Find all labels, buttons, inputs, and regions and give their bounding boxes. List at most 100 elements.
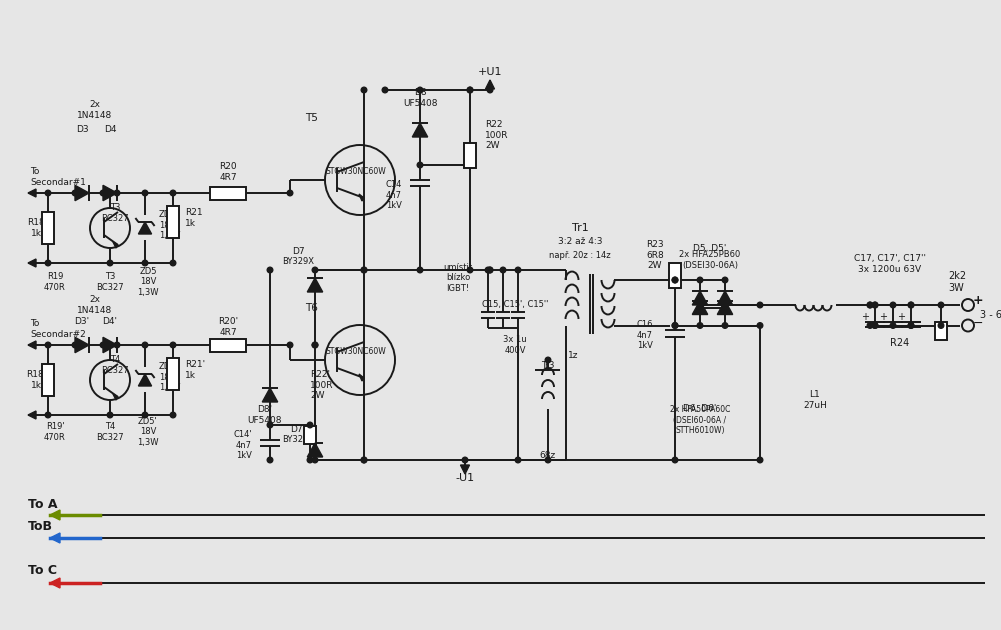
Circle shape	[487, 87, 492, 93]
Circle shape	[867, 323, 873, 328]
Circle shape	[872, 323, 878, 328]
Text: +U1: +U1	[477, 67, 503, 77]
Text: C17, C17', C17'': C17, C17', C17''	[854, 253, 926, 263]
Text: 3x 1200u 63V: 3x 1200u 63V	[859, 265, 922, 275]
Circle shape	[908, 302, 914, 308]
Circle shape	[722, 277, 728, 283]
Text: D8'
UF5408: D8' UF5408	[248, 405, 282, 425]
Polygon shape	[718, 291, 733, 305]
Circle shape	[938, 302, 944, 308]
Text: BY329X: BY329X	[282, 435, 314, 445]
Text: např. 20z : 14z: např. 20z : 14z	[550, 251, 611, 260]
Text: C16
4n7
1kV: C16 4n7 1kV	[637, 320, 653, 350]
Text: T3
BC327: T3 BC327	[96, 272, 124, 292]
Text: D8
UF5408: D8 UF5408	[402, 88, 437, 108]
Circle shape	[467, 87, 472, 93]
Circle shape	[872, 302, 878, 308]
Circle shape	[757, 302, 763, 308]
Polygon shape	[28, 189, 36, 197]
Circle shape	[462, 457, 467, 463]
Circle shape	[467, 267, 472, 273]
Text: R21
1k: R21 1k	[185, 209, 202, 227]
Text: R22
100R
2W: R22 100R 2W	[485, 120, 509, 150]
Circle shape	[722, 323, 728, 328]
Circle shape	[170, 412, 176, 418]
Bar	[42, 364, 54, 396]
Text: T5: T5	[305, 113, 318, 123]
Circle shape	[170, 190, 176, 196]
Text: 3:2 až 4:3: 3:2 až 4:3	[558, 238, 603, 246]
Text: T4
BC327: T4 BC327	[101, 355, 129, 375]
Text: 3 - 60V: 3 - 60V	[980, 310, 1001, 320]
Text: T3
BC327: T3 BC327	[101, 203, 129, 222]
Bar	[210, 338, 246, 352]
Polygon shape	[359, 194, 364, 201]
Circle shape	[107, 190, 113, 196]
Text: 2k2
3W: 2k2 3W	[948, 271, 966, 293]
Circle shape	[361, 87, 366, 93]
Circle shape	[142, 342, 148, 348]
Text: R18'
1k: R18' 1k	[26, 370, 46, 390]
Circle shape	[307, 422, 312, 428]
Circle shape	[267, 457, 273, 463]
Circle shape	[45, 342, 51, 348]
Text: STGW30NC60W: STGW30NC60W	[325, 168, 386, 176]
Circle shape	[382, 87, 387, 93]
Bar	[167, 206, 179, 238]
Circle shape	[107, 342, 113, 348]
Circle shape	[546, 457, 551, 463]
Text: ZD5'
18V
1,3W: ZD5' 18V 1,3W	[137, 417, 159, 447]
Polygon shape	[138, 222, 151, 234]
Polygon shape	[28, 259, 36, 267]
Circle shape	[100, 190, 106, 196]
Circle shape	[500, 267, 506, 273]
Circle shape	[757, 457, 763, 463]
Circle shape	[516, 267, 521, 273]
Text: 1z: 1z	[568, 350, 579, 360]
Circle shape	[872, 302, 878, 308]
Bar	[167, 358, 179, 390]
Text: +: +	[879, 312, 887, 322]
Circle shape	[890, 323, 896, 328]
Text: R21'
1k: R21' 1k	[185, 360, 205, 380]
Polygon shape	[138, 374, 151, 386]
Bar	[935, 322, 947, 340]
Polygon shape	[412, 123, 427, 137]
Circle shape	[312, 342, 317, 348]
Text: 2x HFA50PA60C
(DSEI60-06A /
STTH6010W): 2x HFA50PA60C (DSEI60-06A / STTH6010W)	[670, 405, 730, 435]
Circle shape	[142, 412, 148, 418]
Bar	[42, 212, 54, 244]
Text: R23
6R8
2W: R23 6R8 2W	[646, 240, 664, 270]
Polygon shape	[460, 465, 469, 474]
Circle shape	[485, 267, 490, 273]
Bar	[464, 142, 476, 168]
Circle shape	[72, 342, 78, 348]
Text: BY329X: BY329X	[282, 258, 314, 266]
Circle shape	[487, 267, 492, 273]
Circle shape	[72, 190, 78, 196]
Polygon shape	[75, 337, 89, 353]
Circle shape	[867, 302, 873, 308]
Bar	[210, 186, 246, 200]
Circle shape	[546, 357, 551, 363]
Text: T6: T6	[305, 303, 318, 313]
Text: To
Secondar#1: To Secondar#1	[30, 168, 86, 186]
Text: T4
BC327: T4 BC327	[96, 422, 124, 442]
Circle shape	[361, 267, 366, 273]
Circle shape	[267, 422, 273, 428]
Text: R19
470R: R19 470R	[44, 272, 66, 292]
Text: To A: To A	[28, 498, 57, 510]
Circle shape	[107, 260, 113, 266]
Text: D3: D3	[76, 125, 88, 134]
Circle shape	[287, 342, 293, 348]
Circle shape	[361, 457, 366, 463]
Polygon shape	[693, 291, 708, 305]
Circle shape	[45, 190, 51, 196]
Circle shape	[467, 87, 472, 93]
Text: +: +	[897, 312, 905, 322]
Text: 2x HFA25PB60
(DSEI30-06A): 2x HFA25PB60 (DSEI30-06A)	[680, 250, 741, 270]
Text: STGW30NC60W: STGW30NC60W	[325, 348, 386, 357]
Text: R24: R24	[890, 338, 910, 348]
Circle shape	[312, 457, 317, 463]
Polygon shape	[307, 443, 322, 457]
